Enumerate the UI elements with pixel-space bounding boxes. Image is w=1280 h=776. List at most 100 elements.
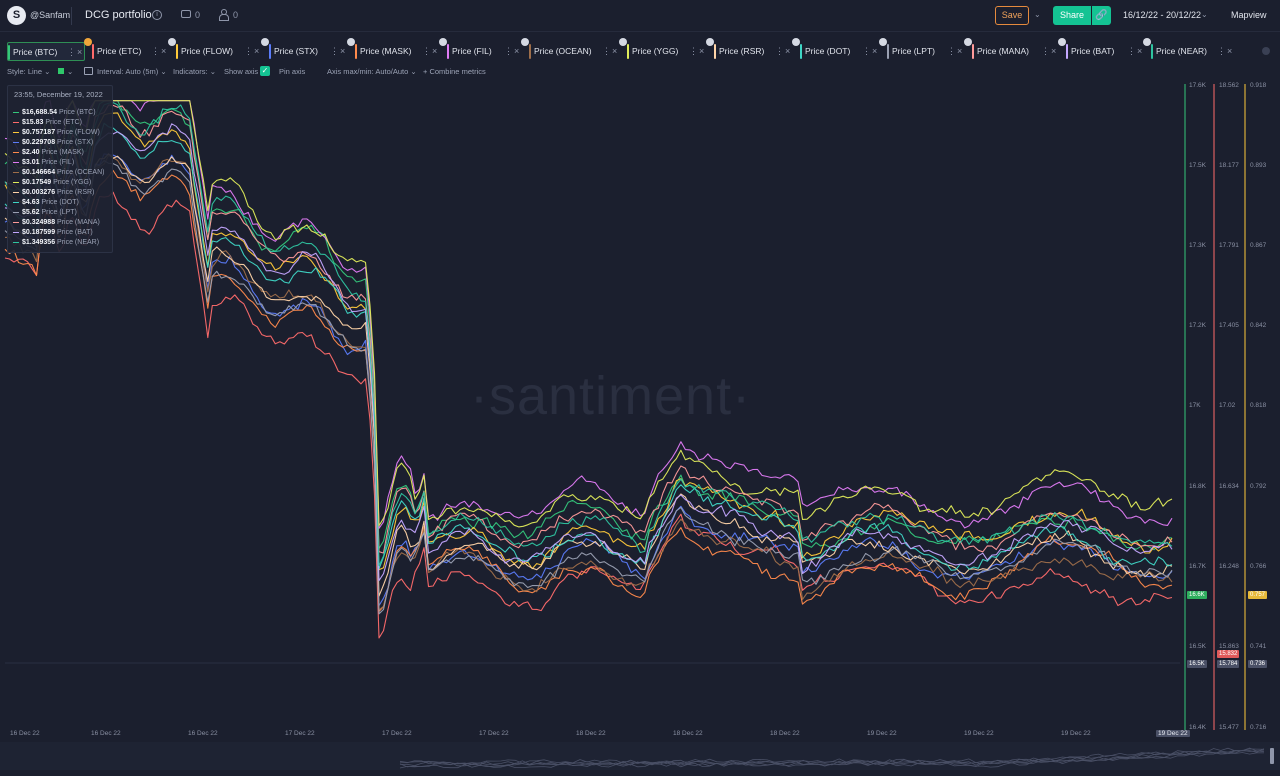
more-options-icon[interactable]: ⋮ <box>504 46 513 56</box>
metric-color-bar <box>176 44 178 59</box>
more-options-icon[interactable]: ⋮ <box>422 46 431 56</box>
info-icon[interactable]: i <box>152 10 162 20</box>
pin-axis-toggle[interactable]: Pin axis <box>279 67 306 76</box>
tooltip-name: Price (MASK) <box>39 149 84 156</box>
more-options-icon[interactable]: ⋮ <box>602 46 611 56</box>
tooltip-value: $0.146664 <box>22 169 56 176</box>
metrics-settings-icon[interactable] <box>1262 47 1270 55</box>
series-swatch <box>13 231 19 233</box>
more-options-icon[interactable]: ⋮ <box>1041 46 1050 56</box>
pin-icon[interactable] <box>792 38 800 46</box>
interval-select[interactable]: Interval: Auto (5m) ⌄ <box>97 67 167 76</box>
pin-icon[interactable] <box>964 38 972 46</box>
tooltip-name: Price (DOT) <box>39 199 79 206</box>
y-tick-label: 17.3K <box>1189 242 1206 249</box>
more-options-icon[interactable]: ⋮ <box>330 46 339 56</box>
y-tick-label: 17K <box>1189 402 1201 409</box>
close-icon[interactable]: × <box>340 46 346 56</box>
close-icon[interactable]: × <box>699 46 705 56</box>
user-icon[interactable] <box>219 9 229 21</box>
more-options-icon[interactable]: ⋮ <box>689 46 698 56</box>
more-options-icon[interactable]: ⋮ <box>151 46 160 56</box>
more-options-icon[interactable]: ⋮ <box>244 46 253 56</box>
page-title[interactable]: DCG portfolio <box>85 9 152 21</box>
metric-tab[interactable]: Price (NEAR) ⋮ × <box>1143 38 1236 61</box>
close-icon[interactable]: × <box>1227 46 1233 56</box>
tooltip-row: $16,688.54 Price (BTC) <box>13 108 96 118</box>
share-button[interactable]: Share <box>1053 6 1091 25</box>
chevron-down-icon[interactable]: ⌄ <box>1034 10 1041 19</box>
close-icon[interactable]: × <box>514 46 520 56</box>
more-options-icon[interactable]: ⋮ <box>1217 46 1226 56</box>
pin-icon[interactable] <box>168 38 176 46</box>
pin-icon[interactable] <box>347 38 355 46</box>
metric-tab[interactable]: Price (LPT) ⋮ × <box>879 38 966 61</box>
tooltip-row: $5.62 Price (LPT) <box>13 208 77 218</box>
pin-icon[interactable] <box>439 38 447 46</box>
link-icon[interactable]: 🔗 <box>1092 6 1111 25</box>
pin-icon[interactable] <box>1143 38 1151 46</box>
close-icon[interactable]: × <box>1051 46 1057 56</box>
style-select[interactable]: Style: Line ⌄ <box>7 67 51 76</box>
metric-tab[interactable]: Price (BAT) ⋮ × <box>1058 38 1146 61</box>
pin-icon[interactable] <box>261 38 269 46</box>
metric-tab[interactable]: Price (BTC) ⋮ × <box>7 42 85 61</box>
chart-navigator[interactable] <box>0 742 1280 770</box>
metric-tab[interactable]: Price (MASK) ⋮ × <box>347 38 441 61</box>
metric-tab[interactable]: Price (YGG) ⋮ × <box>619 38 708 61</box>
more-options-icon[interactable]: ⋮ <box>862 46 871 56</box>
close-icon[interactable]: × <box>1137 46 1143 56</box>
metric-label: Price (RSR) <box>719 46 765 56</box>
series-swatch <box>13 191 19 193</box>
combine-metrics-button[interactable]: + Combine metrics <box>423 67 486 76</box>
date-range[interactable]: 16/12/22 - 20/12/22 <box>1123 10 1202 20</box>
close-icon[interactable]: × <box>77 47 83 57</box>
metric-tab[interactable]: Price (FLOW) ⋮ × <box>168 38 263 61</box>
show-axis-checkbox[interactable]: ✓ <box>260 66 270 76</box>
santiment-logo-icon[interactable]: S <box>7 6 26 25</box>
comment-icon[interactable] <box>181 10 191 18</box>
pin-icon[interactable] <box>619 38 627 46</box>
pin-icon[interactable] <box>521 38 529 46</box>
y-tick-label: 15.477 <box>1219 724 1239 731</box>
metric-tab[interactable]: Price (RSR) ⋮ × <box>706 38 794 61</box>
color-swatch[interactable] <box>58 68 64 74</box>
y-value-badge: 15.784 <box>1217 660 1240 668</box>
price-chart[interactable] <box>0 80 1280 742</box>
close-icon[interactable]: × <box>612 46 618 56</box>
metric-tab[interactable]: Price (FIL) ⋮ × <box>439 38 523 61</box>
close-icon[interactable]: × <box>432 46 438 56</box>
metric-tab[interactable]: Price (DOT) ⋮ × <box>792 38 881 61</box>
axis-minmax-select[interactable]: Axis max/min: Auto/Auto ⌄ <box>327 67 417 76</box>
metric-color-bar <box>447 44 449 59</box>
metric-tab[interactable]: Price (STX) ⋮ × <box>261 38 349 61</box>
chevron-down-icon[interactable]: ⌄ <box>67 67 74 76</box>
metric-label: Price (LPT) <box>892 46 935 56</box>
metric-tab[interactable]: Price (MANA) ⋮ × <box>964 38 1060 61</box>
close-icon[interactable]: × <box>957 46 963 56</box>
indicators-select[interactable]: Indicators: ⌄ <box>173 67 216 76</box>
metric-tab[interactable]: Price (OCEAN) ⋮ × <box>521 38 621 61</box>
metric-color-bar <box>972 44 974 59</box>
more-options-icon[interactable]: ⋮ <box>947 46 956 56</box>
close-icon[interactable]: × <box>785 46 791 56</box>
close-icon[interactable]: × <box>254 46 260 56</box>
pin-icon[interactable] <box>706 38 714 46</box>
chevron-down-icon[interactable]: ⌄ <box>1201 10 1208 19</box>
more-options-icon[interactable]: ⋮ <box>1127 46 1136 56</box>
pin-icon[interactable] <box>1058 38 1066 46</box>
save-button[interactable]: Save <box>995 6 1029 25</box>
more-options-icon[interactable]: ⋮ <box>67 47 76 57</box>
metric-tab[interactable]: Price (ETC) ⋮ × <box>84 38 170 61</box>
pin-icon[interactable] <box>879 38 887 46</box>
series-line <box>4 100 1173 529</box>
more-options-icon[interactable]: ⋮ <box>775 46 784 56</box>
metric-label: Price (MASK) <box>360 46 412 56</box>
author-name[interactable]: @Sanfam <box>30 10 71 20</box>
pin-icon[interactable] <box>84 38 92 46</box>
mapview-button[interactable]: Mapview <box>1231 10 1267 20</box>
tooltip-name: Price (LPT) <box>39 209 77 216</box>
close-icon[interactable]: × <box>161 46 167 56</box>
navigator-line <box>399 747 1265 765</box>
close-icon[interactable]: × <box>872 46 878 56</box>
